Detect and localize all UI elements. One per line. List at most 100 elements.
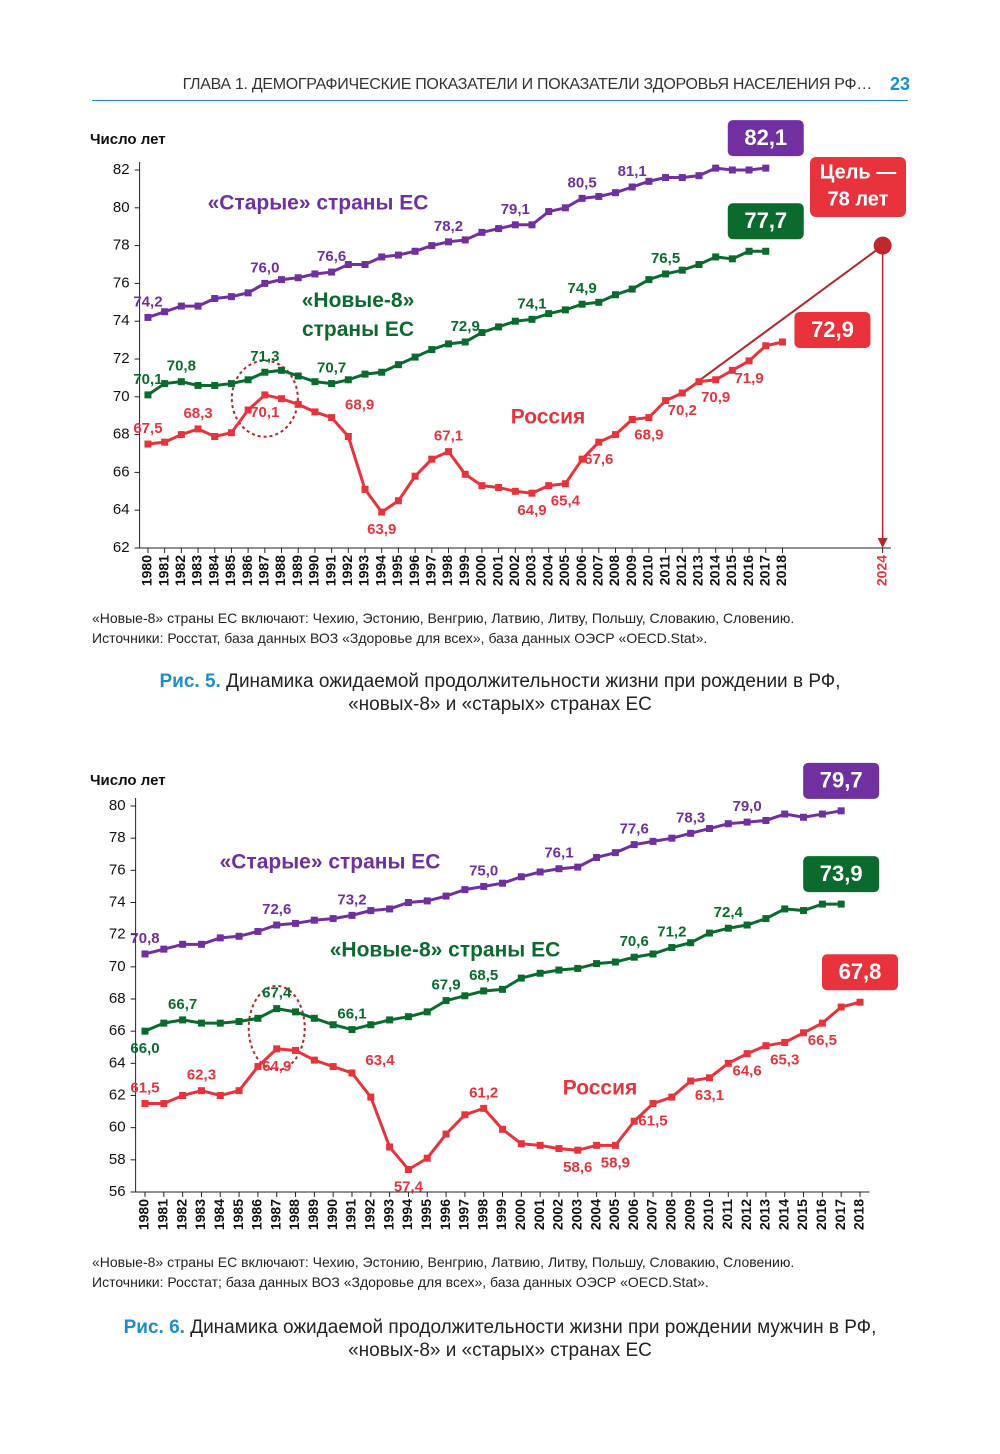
caption-line: Рис. 5. Динамика ожидаемой продолжительн… (0, 670, 1000, 693)
figure-caption: Рис. 5. Динамика ожидаемой продолжительн… (0, 670, 1000, 716)
data-point (310, 1014, 318, 1022)
data-point (235, 1087, 243, 1095)
x-tick-label: 2001 (489, 555, 505, 586)
x-tick-label: 2006 (625, 1199, 641, 1230)
x-tick-label: 1980 (139, 555, 155, 586)
y-tick-label: 72 (109, 926, 126, 943)
data-point (781, 810, 789, 818)
data-point (394, 361, 402, 369)
y-tick-label: 80 (109, 797, 126, 814)
target-box (810, 157, 906, 217)
page-number: 23 (889, 74, 910, 94)
data-point (423, 897, 431, 905)
x-tick-label: 1989 (289, 555, 305, 586)
value-label: 79,7 (820, 768, 863, 793)
data-point (593, 960, 601, 968)
x-tick-label: 2018 (851, 1199, 867, 1230)
value-label: 77,7 (744, 208, 787, 233)
series-name: «Новые-8» страны ЕС (301, 289, 415, 341)
value-label: 70,8 (167, 358, 196, 375)
y-tick-label: 72 (113, 350, 130, 367)
data-point (668, 1093, 676, 1101)
data-point (611, 958, 619, 966)
x-tick-label: 2013 (757, 1199, 773, 1230)
data-point (705, 825, 713, 833)
data-point (536, 1141, 544, 1149)
value-label-box (821, 954, 898, 991)
y-tick-label: 62 (109, 1086, 126, 1103)
data-point (687, 1077, 695, 1085)
value-label: 67,1 (434, 428, 463, 445)
value-label: 73,9 (820, 861, 863, 886)
value-label: 80,5 (567, 174, 596, 191)
data-point (561, 480, 569, 488)
data-point (630, 841, 638, 849)
data-point (818, 1019, 826, 1027)
data-point (348, 1069, 356, 1077)
data-point (528, 221, 536, 229)
x-tick-label: 1998 (474, 1199, 490, 1230)
y-tick-label: 64 (113, 501, 130, 518)
x-tick-label: 1994 (372, 555, 388, 586)
x-tick-label: 1997 (423, 555, 439, 586)
x-tick-label: 1993 (380, 1199, 396, 1230)
value-label: 70,7 (317, 360, 346, 377)
data-point (160, 1100, 168, 1108)
x-tick-label: 1991 (322, 555, 338, 586)
data-point (411, 353, 419, 361)
x-tick-label: 1980 (136, 1199, 152, 1230)
x-tick-label: 2001 (531, 1199, 547, 1230)
data-point (461, 992, 469, 1000)
value-label: 71,9 (734, 370, 763, 387)
data-point (662, 174, 670, 182)
data-point (595, 298, 603, 306)
data-point (177, 302, 185, 310)
value-label: 58,9 (601, 1154, 630, 1171)
y-tick-label: 62 (113, 539, 130, 556)
x-tick-label: 2010 (640, 555, 656, 586)
value-label: 67,4 (262, 985, 292, 1002)
data-point (724, 1059, 732, 1067)
data-point (695, 378, 703, 386)
value-label: 64,6 (732, 1063, 761, 1080)
data-point (445, 448, 453, 456)
data-point (294, 372, 302, 380)
x-tick-label: 1990 (306, 555, 322, 586)
value-label: 61,5 (638, 1113, 667, 1130)
data-point (461, 470, 469, 478)
data-point (378, 253, 386, 261)
data-point (662, 397, 670, 405)
value-label: 70,1 (133, 371, 162, 388)
x-tick-label: 2004 (587, 1199, 603, 1230)
figure-caption: Рис. 6. Динамика ожидаемой продолжительн… (0, 1316, 1000, 1362)
x-tick-label: 2000 (512, 1199, 528, 1230)
value-label: 58,6 (563, 1159, 592, 1176)
data-point (461, 236, 469, 244)
data-point (292, 1008, 300, 1016)
data-point (261, 391, 269, 399)
data-point (728, 366, 736, 374)
value-label: 67,9 (431, 977, 460, 994)
x-tick-label: 2012 (738, 1199, 754, 1230)
y-tick-label: 58 (109, 1151, 126, 1168)
y-tick-label: 80 (113, 199, 130, 216)
data-point (645, 177, 653, 185)
data-point (724, 924, 732, 932)
data-point (177, 431, 185, 439)
data-point (678, 266, 686, 274)
data-point (461, 886, 469, 894)
x-tick-label: 2024 (873, 555, 889, 586)
data-point (745, 357, 753, 365)
data-point (511, 221, 519, 229)
data-point (141, 950, 149, 958)
series-line (145, 1000, 861, 1172)
data-point (461, 338, 469, 346)
x-tick-label: 1998 (439, 555, 455, 586)
value-label: 82,1 (744, 125, 787, 150)
value-label: 77,6 (620, 821, 649, 838)
data-point (216, 934, 224, 942)
data-point (712, 253, 720, 261)
x-tick-label: 1997 (456, 1199, 472, 1230)
data-point (292, 919, 300, 927)
data-point (194, 302, 202, 310)
